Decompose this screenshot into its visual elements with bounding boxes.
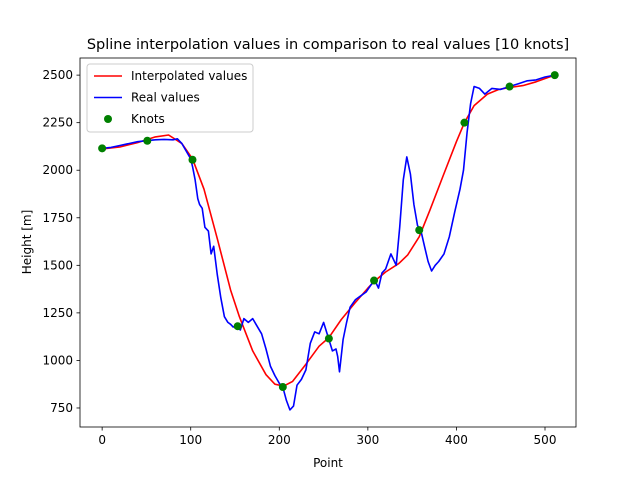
knot-point <box>550 71 559 80</box>
x-tick-label: 200 <box>268 433 291 447</box>
knot-point <box>188 155 197 164</box>
y-axis: 750 1000 1250 1500 1750 2000 2250 2500 <box>42 68 80 415</box>
x-axis: 0 100 200 300 400 500 <box>98 427 556 447</box>
legend-label-interpolated-values: Interpolated values <box>131 69 247 83</box>
y-tick-label: 1500 <box>42 258 73 272</box>
plot-frame <box>79 57 577 428</box>
x-tick-label: 400 <box>445 433 468 447</box>
x-tick-label: 500 <box>534 433 557 447</box>
x-tick-label: 0 <box>98 433 106 447</box>
knot-point <box>505 82 514 91</box>
knot-point <box>324 334 333 343</box>
knot-point <box>233 322 242 331</box>
legend-label-real-values: Real values <box>131 91 200 105</box>
x-tick-label: 300 <box>356 433 379 447</box>
real-values-line <box>102 74 555 411</box>
y-tick-label: 2000 <box>42 163 73 177</box>
x-axis-label: Point <box>313 456 343 470</box>
knot-point <box>278 383 287 392</box>
knot-point <box>460 118 469 127</box>
y-tick-label: 1750 <box>42 211 73 225</box>
y-tick-label: 2250 <box>42 116 73 130</box>
legend: Interpolated values Real values Knots <box>86 63 254 133</box>
chart-title: Spline interpolation values in compariso… <box>87 37 569 53</box>
y-tick-label: 1000 <box>42 353 73 367</box>
y-tick-label: 2500 <box>42 68 73 82</box>
legend-swatch-knots <box>104 115 112 123</box>
y-axis-label: Height [m] <box>20 210 34 275</box>
legend-box <box>86 63 254 133</box>
interpolated-values-line <box>102 74 555 387</box>
y-tick-label: 750 <box>50 401 73 415</box>
x-tick-label: 100 <box>179 433 202 447</box>
legend-label-knots: Knots <box>131 112 165 126</box>
plot-series-group <box>98 71 559 411</box>
y-tick-label: 1250 <box>42 306 73 320</box>
knot-point <box>143 136 152 145</box>
knot-point <box>98 144 107 153</box>
knot-point <box>370 276 379 285</box>
knot-point <box>415 226 424 235</box>
